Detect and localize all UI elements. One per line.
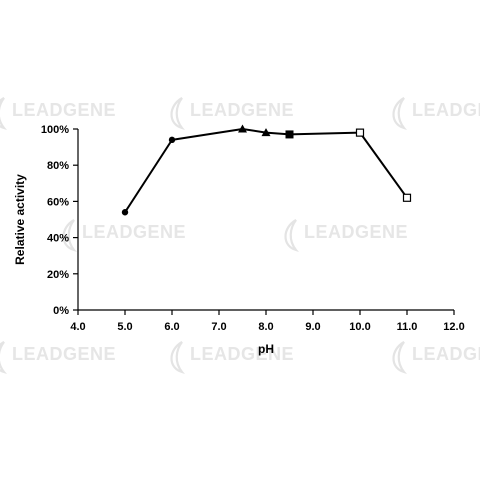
data-point-triangle [238, 124, 247, 133]
watermark-text: LEADGENE [12, 100, 116, 120]
x-tick-label: 12.0 [443, 321, 464, 333]
watermark-text: LEADGENE [304, 222, 408, 242]
watermark-text: LEADGENE [412, 100, 480, 120]
x-tick-label: 5.0 [117, 321, 132, 333]
watermark: LEADGENE [0, 97, 116, 131]
x-tick-label: 9.0 [305, 321, 320, 333]
watermark-layer: LEADGENE LEADGENE LEADGENE LEADGENE LEADGENE… [0, 97, 480, 375]
watermark-text: LEADGENE [412, 344, 480, 364]
watermark-text: LEADGENE [190, 100, 294, 120]
x-tick-label: 6.0 [164, 321, 179, 333]
y-tick-label: 60% [47, 196, 69, 208]
y-axis-title: Relative activity [13, 174, 27, 265]
x-axis-title: pH [258, 342, 274, 356]
data-point-triangle [261, 128, 271, 137]
watermark: LEADGENE [284, 219, 408, 253]
leaf-logo-icon [170, 97, 186, 131]
series-line [124, 128, 408, 213]
leaf-logo-icon [62, 219, 78, 253]
watermark: LEADGENE [392, 341, 480, 375]
leaf-logo-icon [284, 219, 300, 253]
x-tick-label: 7.0 [211, 321, 226, 333]
marker-layer [121, 124, 412, 216]
data-point-square-open [355, 128, 365, 137]
data-point-square-filled [285, 130, 294, 139]
leaf-logo-icon [392, 97, 408, 131]
watermark-text: LEADGENE [82, 222, 186, 242]
watermark: LEADGENE [392, 97, 480, 131]
tick-layer: 4.0 5.0 6.0 7.0 8.0 9.0 10.0 11.0 12.0 0% 20% 40% 60… [41, 124, 465, 333]
watermark: LEADGENE [170, 97, 294, 131]
y-tick-label: 0% [53, 305, 69, 317]
plot-area [121, 124, 412, 216]
y-tick-label: 40% [47, 233, 69, 245]
leaf-logo-icon [0, 97, 8, 131]
leaf-logo-icon [170, 341, 186, 375]
leaf-logo-icon [392, 341, 408, 375]
watermark: LEADGENE [170, 341, 294, 375]
y-tick-label: 100% [41, 124, 69, 136]
leaf-logo-icon [0, 341, 8, 375]
watermark-text: LEADGENE [12, 344, 116, 364]
data-point-square-open [402, 193, 412, 202]
x-tick-label: 4.0 [70, 321, 85, 333]
x-tick-label: 10.0 [349, 321, 370, 333]
axes [77, 129, 454, 311]
x-tick-label: 11.0 [397, 321, 418, 333]
watermark-text: LEADGENE [190, 344, 294, 364]
y-tick-label: 20% [47, 269, 69, 281]
watermark: LEADGENE [0, 341, 116, 375]
y-tick-label: 80% [47, 160, 69, 172]
data-point-circle [168, 136, 176, 144]
x-tick-label: 8.0 [258, 321, 273, 333]
data-point-circle [121, 209, 129, 216]
watermark: LEADGENE [62, 219, 186, 253]
